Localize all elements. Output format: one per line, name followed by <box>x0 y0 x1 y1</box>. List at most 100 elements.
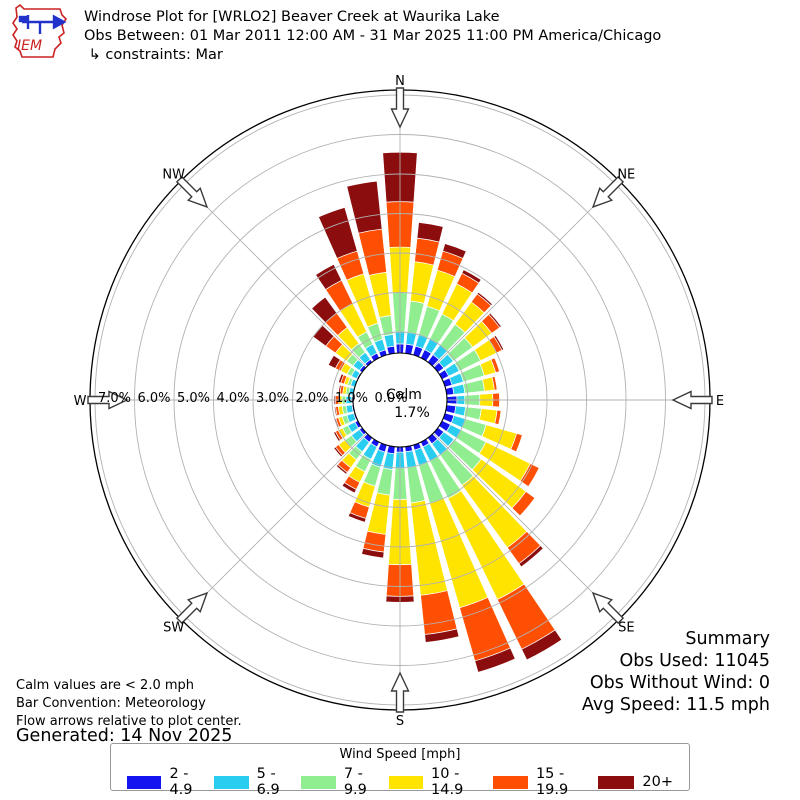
wind-bar-segment <box>361 547 385 559</box>
obs-range: Obs Between: 01 Mar 2011 12:00 AM - 31 M… <box>84 28 662 44</box>
wind-bar-segment <box>519 463 540 488</box>
compass-label-SW: SW <box>163 620 184 635</box>
summary-avg-speed: Avg Speed: 11.5 mph <box>581 695 770 715</box>
legend-swatch <box>598 775 635 789</box>
page-title: Windrose Plot for [WRLO2] Beaver Creek a… <box>84 9 500 25</box>
compass-label-S: S <box>396 714 404 729</box>
wind-bar-segment <box>318 207 358 259</box>
legend-item: 5 - 6.9 <box>214 766 301 798</box>
legend-item: 7 - 9.9 <box>301 766 388 798</box>
compass-label-NW: NW <box>162 168 185 183</box>
calm-label: Calm <box>386 387 422 403</box>
wind-bar-segment <box>424 628 460 643</box>
legend-item: 20+ <box>598 774 673 790</box>
compass-label-N: N <box>395 74 405 89</box>
wind-bar-segment <box>315 263 343 291</box>
iem-logo-text: IEM <box>17 38 42 54</box>
legend-item: 15 - 19.9 <box>493 766 598 798</box>
legend: Wind Speed [mph] 2 - 4.9 5 - 6.9 7 - 9.9 10… <box>110 743 690 798</box>
radial-tick-label: 6.0% <box>137 391 170 406</box>
wind-bar-segment <box>327 354 341 369</box>
radial-tick-labels: 7.0% 6.0% 5.0% 4.0% 3.0% 2.0% 1.0% 0.0% <box>98 391 408 406</box>
radial-tick-label: 5.0% <box>177 391 210 406</box>
wind-bar-segment <box>333 446 344 458</box>
legend-label: 15 - 19.9 <box>535 766 569 798</box>
flow-arrow-W-icon <box>87 390 129 410</box>
wind-bar-segment <box>442 243 467 259</box>
radial-tick-label: 7.0% <box>98 391 131 406</box>
wind-bar-segment <box>357 228 387 276</box>
wind-bar-segment <box>405 450 417 469</box>
wind-bar-segment <box>337 373 345 384</box>
wind-bar-segment <box>337 384 342 395</box>
calm-value: 1.7% <box>394 405 430 421</box>
wind-bar-segment <box>333 406 338 417</box>
wind-bar-segment <box>494 409 502 425</box>
radial-tick-label: 4.0% <box>216 391 249 406</box>
flow-arrow-E-icon <box>671 390 713 410</box>
flow-arrow-NE-icon <box>591 175 625 209</box>
grid-spoke <box>419 419 620 620</box>
wind-bar-segment <box>518 545 544 568</box>
radial-tick-label: 0.0% <box>374 391 407 406</box>
legend-swatch <box>493 775 528 789</box>
generated-date: Generated: 14 Nov 2025 <box>16 726 233 746</box>
constraint-text: ↳ constraints: Mar <box>88 47 223 63</box>
wind-bar-segment <box>474 647 516 673</box>
flow-arrow-S-icon <box>390 671 410 713</box>
legend-item: 10 - 14.9 <box>388 766 494 798</box>
compass-label-E: E <box>716 394 724 409</box>
wind-bar-segment <box>454 405 467 417</box>
radial-tick-label: 1.0% <box>335 391 368 406</box>
header: Windrose Plot for [WRLO2] Beaver Creek a… <box>84 8 661 65</box>
wind-bar-segment <box>335 464 348 475</box>
legend-label: 7 - 9.9 <box>343 766 367 798</box>
legend-label: 5 - 6.9 <box>256 766 280 798</box>
compass-label-W: W <box>74 394 87 409</box>
radial-tick-label: 3.0% <box>256 391 289 406</box>
summary-obs-used: Obs Used: 11045 <box>619 651 771 671</box>
compass-label-NE: NE <box>617 168 635 183</box>
wind-bar-segment <box>478 408 498 425</box>
iem-logo: IEM <box>12 3 68 58</box>
wind-bar-segment <box>347 512 367 523</box>
summary-title: Summary <box>685 629 770 649</box>
wind-bar-segment <box>510 433 523 453</box>
legend-swatch <box>388 775 424 789</box>
legend-title: Wind Speed [mph] <box>339 747 461 762</box>
note-arrows: Flow arrows relative to plot center. <box>16 714 242 729</box>
wind-bar-segment <box>416 221 444 243</box>
wind-bar-segment <box>346 180 383 234</box>
flow-arrow-SE-icon <box>591 591 625 625</box>
wind-bar-segment <box>491 375 498 391</box>
flow-arrows <box>87 87 713 713</box>
wind-bar-segment <box>511 491 536 517</box>
wind-bar-segment <box>333 431 341 442</box>
grid-spoke <box>419 180 620 381</box>
grid-spoke <box>180 419 381 620</box>
legend-items: 2 - 4.9 5 - 6.9 7 - 9.9 10 - 14.9 15 - 19.9 2… <box>111 762 689 798</box>
wind-bar-segment <box>405 331 417 346</box>
legend-label: 10 - 14.9 <box>431 766 464 798</box>
wind-bar-segment <box>414 237 440 266</box>
constraint-note: ↳ constraints: Mar <box>84 46 661 65</box>
wind-bar-segment <box>420 590 458 635</box>
wind-bar-segment <box>493 334 505 351</box>
note-calm: Calm values are < 2.0 mph <box>16 678 195 693</box>
radial-tick-label: 2.0% <box>295 391 328 406</box>
legend-label: 20+ <box>642 774 673 790</box>
summary-block: Summary Obs Used: 11045 Obs Without Wind… <box>582 628 770 716</box>
flow-arrow-NW-icon <box>175 175 209 209</box>
note-convention: Bar Convention: Meteorology <box>16 696 206 711</box>
notes-block: Calm values are < 2.0 mph Bar Convention… <box>16 677 242 731</box>
legend-item: 2 - 4.9 <box>127 766 214 798</box>
legend-swatch <box>127 775 162 789</box>
legend-swatch <box>301 775 336 789</box>
calm-circle <box>352 352 448 448</box>
legend-swatch <box>214 775 249 789</box>
wind-bar-segment <box>383 333 395 348</box>
wind-bar-segment <box>452 383 466 395</box>
flow-arrow-SW-icon <box>175 591 209 625</box>
